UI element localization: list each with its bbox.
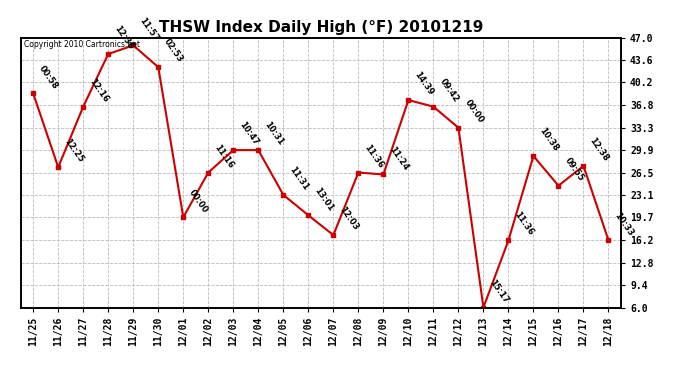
Text: 13:01: 13:01 xyxy=(313,186,335,213)
Text: 00:00: 00:00 xyxy=(188,188,210,214)
Text: 12:36: 12:36 xyxy=(112,24,135,51)
Text: 00:00: 00:00 xyxy=(462,98,485,125)
Text: 14:39: 14:39 xyxy=(413,70,435,97)
Text: 12:16: 12:16 xyxy=(88,77,110,104)
Text: 02:53: 02:53 xyxy=(162,38,185,64)
Text: 12:38: 12:38 xyxy=(588,136,610,163)
Text: 11:31: 11:31 xyxy=(288,165,310,192)
Text: 12:03: 12:03 xyxy=(337,205,360,232)
Text: Copyright 2010 Cartronics.net: Copyright 2010 Cartronics.net xyxy=(23,40,139,49)
Text: 12:25: 12:25 xyxy=(62,137,85,165)
Text: 11:57: 11:57 xyxy=(137,15,160,43)
Text: 09:55: 09:55 xyxy=(562,156,585,183)
Text: 15:17: 15:17 xyxy=(488,278,511,305)
Text: 11:16: 11:16 xyxy=(213,142,235,170)
Text: 11:36: 11:36 xyxy=(362,142,385,170)
Text: 11:24: 11:24 xyxy=(388,144,411,172)
Text: 10:33: 10:33 xyxy=(613,211,635,237)
Text: 10:38: 10:38 xyxy=(538,126,560,153)
Text: 11:36: 11:36 xyxy=(513,210,535,237)
Text: 00:58: 00:58 xyxy=(37,64,60,91)
Text: 10:31: 10:31 xyxy=(262,120,285,147)
Text: 09:42: 09:42 xyxy=(437,77,460,104)
Text: 10:47: 10:47 xyxy=(237,120,260,147)
Title: THSW Index Daily High (°F) 20101219: THSW Index Daily High (°F) 20101219 xyxy=(159,20,483,35)
